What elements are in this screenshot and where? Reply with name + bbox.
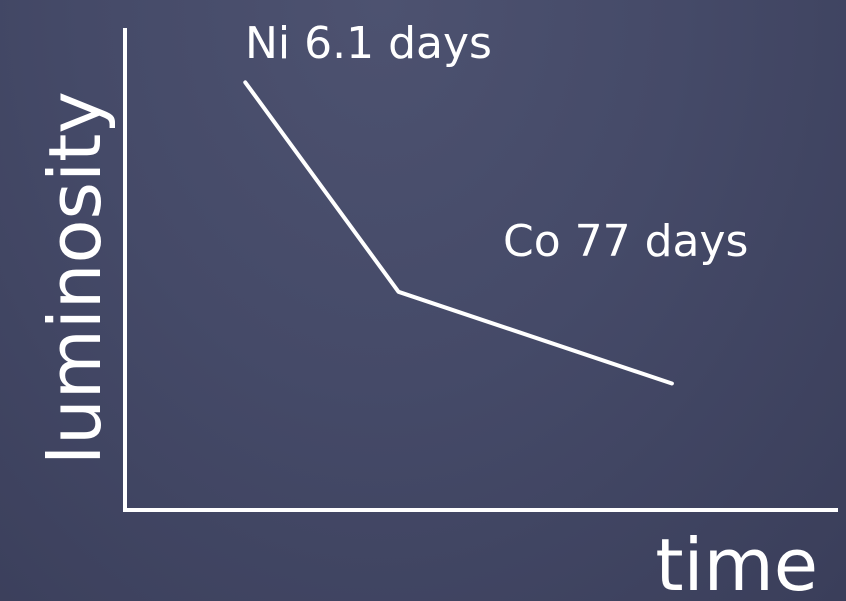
x-axis-label: time (655, 523, 818, 601)
annotation-ni: Ni 6.1 days (245, 18, 492, 69)
annotation-co: Co 77 days (503, 216, 748, 267)
series-line (243, 80, 674, 386)
y-axis-label: luminosity (33, 91, 117, 465)
